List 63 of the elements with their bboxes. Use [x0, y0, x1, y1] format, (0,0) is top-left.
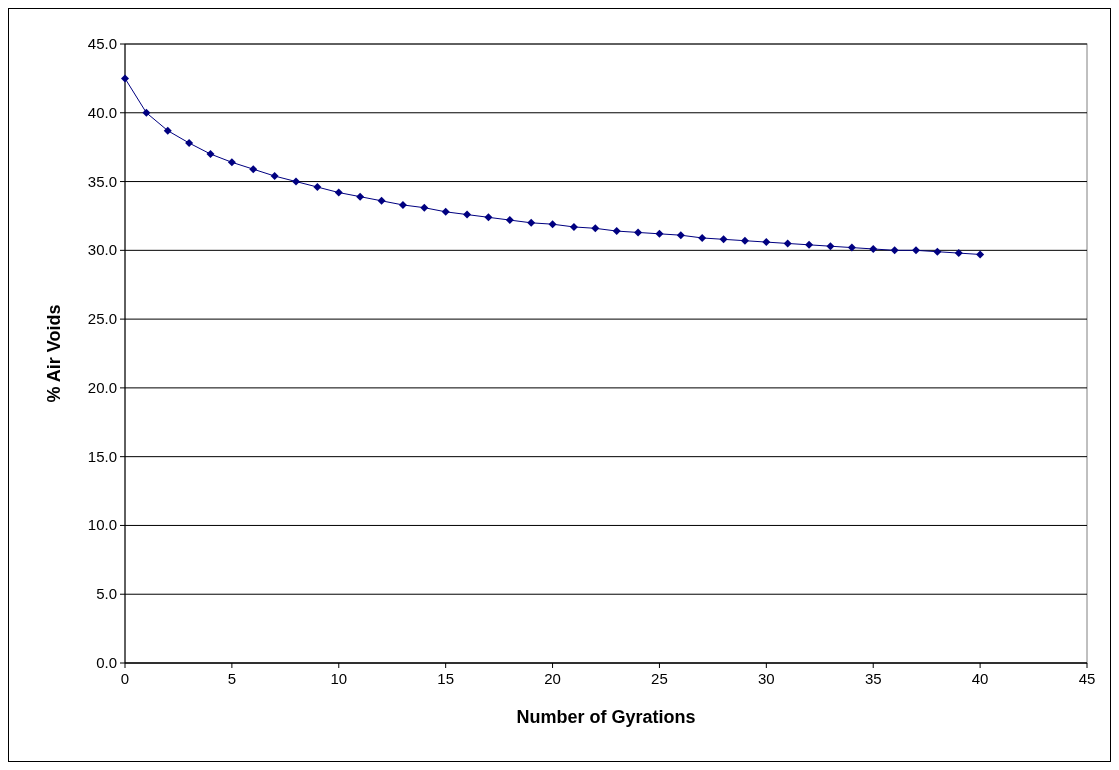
x-tick-label: 45	[1078, 670, 1096, 687]
point	[655, 229, 664, 238]
point	[163, 126, 172, 135]
point	[463, 210, 472, 219]
point	[313, 183, 322, 192]
point	[869, 244, 878, 253]
point	[933, 247, 942, 256]
point	[292, 177, 301, 186]
point	[890, 246, 899, 255]
point	[356, 192, 365, 201]
point	[740, 236, 749, 245]
point	[185, 139, 194, 148]
point	[505, 216, 514, 225]
point	[911, 246, 920, 255]
point	[826, 242, 835, 251]
x-tick-label: 30	[757, 670, 775, 687]
point	[142, 108, 151, 117]
point	[206, 150, 215, 159]
point	[612, 227, 621, 236]
y-tick-label: 20.0	[87, 378, 117, 396]
point	[527, 218, 536, 227]
point	[398, 200, 407, 209]
point	[954, 249, 963, 258]
point	[805, 240, 814, 249]
x-tick-label: 20	[544, 670, 561, 687]
y-axis-title: % Air Voids	[44, 304, 64, 403]
y-tick-label: 0.0	[96, 654, 117, 671]
point	[484, 213, 493, 222]
x-tick-label: 40	[971, 670, 989, 687]
x-tick-label: 5	[227, 670, 237, 687]
point	[121, 74, 129, 83]
point	[762, 238, 771, 247]
y-tick-label: 40.0	[87, 103, 117, 121]
point	[676, 231, 685, 240]
y-tick-label: 10.0	[87, 516, 117, 534]
x-tick-label: 10	[330, 670, 348, 687]
y-tick-label: 35.0	[87, 172, 117, 190]
point	[698, 233, 707, 242]
x-tick-label: 25	[651, 670, 668, 687]
y-tick-label: 5.0	[96, 585, 117, 603]
point	[569, 222, 578, 231]
x-tick-label: 15	[437, 670, 455, 687]
point	[634, 228, 643, 237]
point	[227, 158, 236, 167]
point	[591, 224, 600, 233]
point	[548, 220, 557, 229]
point	[441, 207, 450, 216]
y-tick-label: 25.0	[87, 310, 117, 328]
x-axis-title: Number of Gyrations	[516, 707, 696, 727]
x-tick-label: 35	[864, 670, 882, 687]
point	[270, 172, 279, 181]
y-tick-label: 30.0	[87, 241, 117, 259]
point	[334, 188, 343, 197]
x-tick-label: 0	[120, 670, 130, 687]
point	[719, 235, 728, 244]
point	[783, 239, 792, 248]
point	[249, 165, 258, 174]
y-tick-label: 45.0	[87, 35, 117, 52]
point	[420, 203, 429, 212]
point	[377, 196, 386, 205]
point	[976, 250, 985, 259]
y-tick-label: 15.0	[87, 447, 117, 465]
point	[847, 243, 856, 252]
